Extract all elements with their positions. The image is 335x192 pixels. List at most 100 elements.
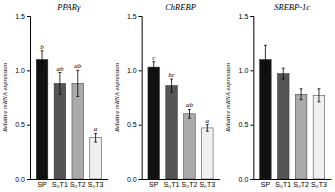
error-cap <box>300 88 303 89</box>
tick-mark <box>250 16 253 17</box>
axis-line <box>139 17 143 180</box>
tick: 1.0 <box>127 67 142 74</box>
tick-label: S₀T1 <box>52 181 68 188</box>
tick: 0.5 <box>127 121 142 128</box>
bar <box>260 59 272 179</box>
tick: 0.0 <box>127 176 142 183</box>
tick-label: 0.0 <box>15 176 25 183</box>
tick-label: S₀T2 <box>182 181 198 188</box>
error-cap <box>58 94 61 95</box>
tick: 1.0 <box>15 67 30 74</box>
title: PPARγ <box>56 2 81 12</box>
axis-line <box>31 179 109 180</box>
tick-label: S₀T3 <box>88 181 104 188</box>
tick-label: 1.5 <box>127 13 137 20</box>
error-bar <box>41 51 44 68</box>
error-line <box>77 70 78 96</box>
annotation: ab <box>186 101 194 109</box>
x-axis: SP S₀T1S₀T2S₀T3 <box>31 180 109 188</box>
tick-label: 1.0 <box>15 67 25 74</box>
tick: S₀T3 <box>199 181 215 188</box>
error-bar <box>152 62 155 73</box>
plot-area <box>260 45 325 179</box>
annotation: a <box>94 125 98 133</box>
error-cap <box>41 68 44 69</box>
error-cap <box>264 45 267 46</box>
bar <box>166 86 178 179</box>
error-bar <box>188 109 191 118</box>
error-bar <box>206 125 209 132</box>
tick-mark <box>27 16 30 17</box>
tick: S₀T3 <box>311 181 327 188</box>
plot-area <box>36 51 101 179</box>
error-cap <box>188 118 191 119</box>
annotation: bc <box>168 71 176 79</box>
panel: 0.00.51.01.5SPS₀T1S₀T2S₀T3cbcabaChREBPRe… <box>113 2 220 188</box>
tick: 0.5 <box>15 121 30 128</box>
error-line <box>265 45 266 73</box>
tick-mark <box>27 125 30 126</box>
y-axis: 0.0 0.5 1.0 1.5 <box>15 13 30 183</box>
tick: SP <box>261 181 271 188</box>
tick: SP <box>149 181 159 188</box>
tick-label: 0.5 <box>239 121 249 128</box>
error-bar <box>76 70 79 96</box>
tick-label: 1.0 <box>239 67 249 74</box>
error-cap <box>317 88 320 89</box>
tick-mark <box>250 70 253 71</box>
error-line <box>95 133 96 142</box>
error-line <box>42 51 43 68</box>
tick: 0.0 <box>239 176 254 183</box>
y-axis-label: Relative mRNA expression <box>113 63 120 133</box>
plot-area <box>148 62 213 179</box>
tick-mark <box>139 125 142 126</box>
chart: 0.00.51.01.5SPS₀T1S₀T2S₀T3bababaPPARγRel… <box>0 0 335 192</box>
annotation: a <box>206 117 210 125</box>
tick: 0.0 <box>15 176 30 183</box>
tick-label: 0.5 <box>15 121 25 128</box>
y-axis: 0.0 0.5 1.0 1.5 <box>239 13 254 183</box>
axis-line <box>27 17 31 180</box>
tick-label: 0.0 <box>239 176 249 183</box>
annotation: b <box>40 43 44 51</box>
tick-mark <box>139 70 142 71</box>
tick: 1.5 <box>127 13 142 20</box>
error-cap <box>317 101 320 102</box>
bar <box>277 74 289 179</box>
tick: S₀T1 <box>164 181 180 188</box>
error-line <box>301 89 302 100</box>
tick: S₀T2 <box>182 181 198 188</box>
x-axis: SP S₀T1S₀T2S₀T3 <box>254 180 332 188</box>
tick-label: SP <box>37 181 47 188</box>
bar <box>148 67 160 179</box>
title: ChREBP <box>165 2 196 12</box>
error-cap <box>76 96 79 97</box>
tick-label: S₀T2 <box>70 181 86 188</box>
tick: S₀T2 <box>70 181 86 188</box>
error-cap <box>300 99 303 100</box>
annotation: ab <box>56 65 64 73</box>
axis-line <box>250 17 254 180</box>
error-line <box>207 125 208 132</box>
error-bar <box>300 89 303 100</box>
error-cap <box>94 142 97 143</box>
tick: 1.5 <box>15 13 30 20</box>
axis-line <box>142 179 220 180</box>
error-bar <box>282 68 285 79</box>
tick-mark <box>139 179 142 180</box>
bar <box>72 83 84 179</box>
tick-label: S₀T1 <box>275 181 291 188</box>
error-cap <box>170 92 173 93</box>
tick: 1.5 <box>239 13 254 20</box>
error-bar <box>264 45 267 73</box>
tick-label: S₀T1 <box>164 181 180 188</box>
tick-mark <box>250 125 253 126</box>
tick: S₀T1 <box>275 181 291 188</box>
tick-label: 0.0 <box>127 176 137 183</box>
error-bar <box>58 73 61 95</box>
tick: S₀T1 <box>52 181 68 188</box>
error-cap <box>152 72 155 73</box>
tick-label: 0.5 <box>127 121 137 128</box>
panel: 0.00.51.01.5SPS₀T1S₀T2S₀T3SREBP-1cRelati… <box>224 2 331 188</box>
tick-label: S₀T2 <box>293 181 309 188</box>
